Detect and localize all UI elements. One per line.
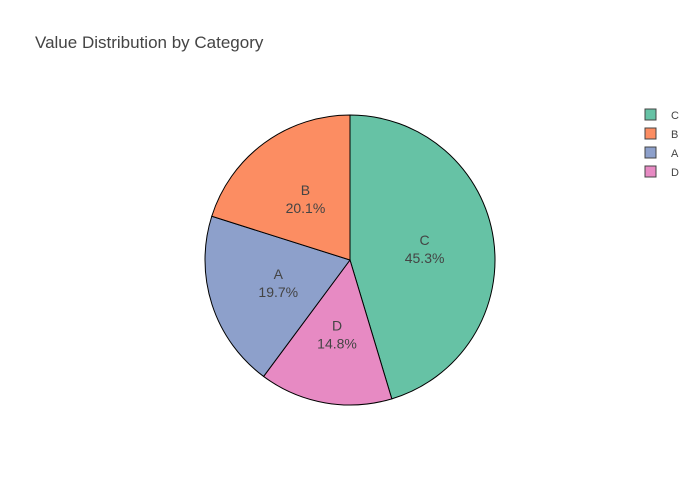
pie-slice-d[interactable] <box>262 258 393 406</box>
pie-slice-a[interactable] <box>204 215 351 378</box>
legend-label-d: D <box>671 167 679 179</box>
pie-labels: C 45.3% D 14.8% A 19.7% B 20.1% <box>258 182 444 351</box>
legend-label-b: B <box>671 129 678 141</box>
legend-item-c[interactable]: C <box>644 108 679 122</box>
pie-slices <box>204 114 496 406</box>
pie-slice-c[interactable] <box>349 114 496 400</box>
slice-category-label-b: B <box>301 182 310 198</box>
legend-swatch-a <box>644 146 657 159</box>
slice-category-label-c: C <box>420 232 430 248</box>
legend-label-a: A <box>671 148 679 160</box>
pie-slice-b[interactable] <box>211 114 351 261</box>
slice-category-label-d: D <box>332 317 342 333</box>
slice-percent-label-b: 20.1% <box>286 200 326 216</box>
slice-percent-label-d: 14.8% <box>317 335 357 351</box>
chart-title: Value Distribution by Category <box>35 33 264 52</box>
legend-swatch-c <box>644 108 657 121</box>
legend-item-a[interactable]: A <box>644 146 679 160</box>
legend-swatch-b <box>644 127 657 140</box>
slice-category-label-a: A <box>274 266 284 282</box>
legend-swatch-d <box>644 165 657 178</box>
slice-percent-label-c: 45.3% <box>405 250 445 266</box>
legend-label-c: C <box>671 110 679 122</box>
legend-item-d[interactable]: D <box>644 165 679 179</box>
legend-item-b[interactable]: B <box>644 127 678 141</box>
slice-percent-label-a: 19.7% <box>258 284 298 300</box>
